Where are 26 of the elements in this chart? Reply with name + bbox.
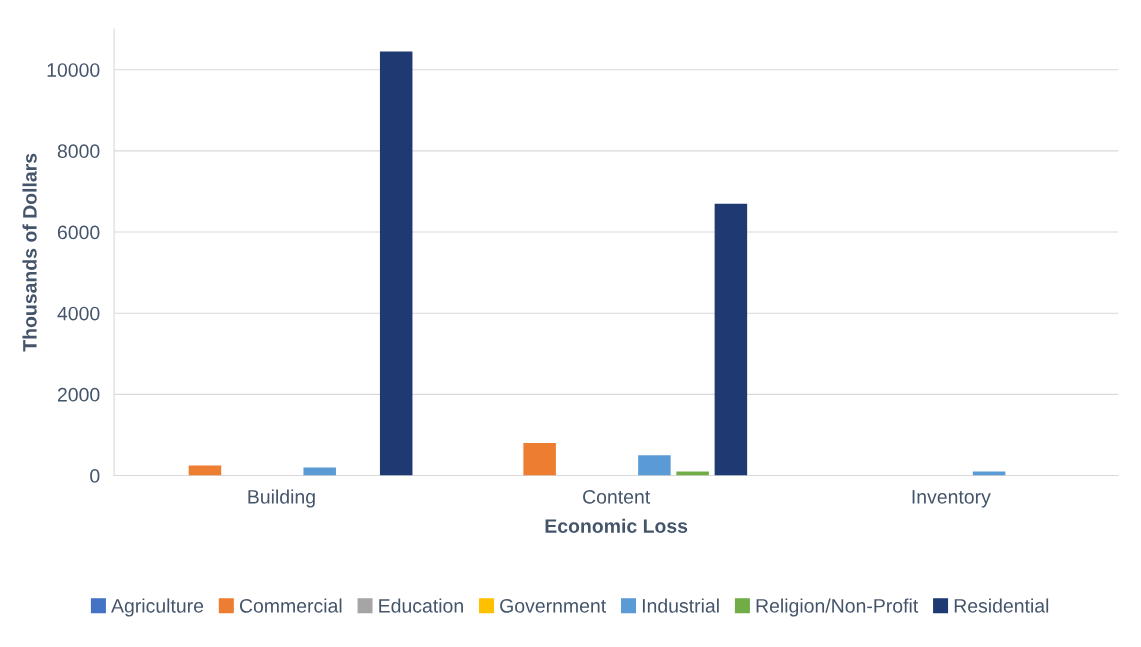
y-tick-label: 4000 xyxy=(57,306,100,321)
bar xyxy=(188,465,222,476)
bar xyxy=(303,467,336,476)
bar xyxy=(638,455,671,476)
bar xyxy=(714,203,748,476)
legend-label: Industrial xyxy=(642,598,719,613)
x-tick-label: Content xyxy=(583,489,651,504)
y-tick-label: 2000 xyxy=(57,387,100,402)
y-axis-title: Thousands of Dollars xyxy=(22,153,37,352)
y-tick-label: 0 xyxy=(90,469,100,483)
y-tick-label: 6000 xyxy=(57,225,100,240)
legend-label: Commercial xyxy=(239,598,342,613)
legend-label: Government xyxy=(500,598,607,613)
bar xyxy=(523,443,556,476)
y-tick-label: 8000 xyxy=(57,144,100,159)
legend-label: Education xyxy=(379,598,463,613)
bar xyxy=(972,471,1006,476)
bar xyxy=(676,471,709,476)
x-tick-label: Building xyxy=(248,489,315,508)
legend-label: Agriculture xyxy=(111,598,204,617)
x-axis-title: Economic Loss xyxy=(545,518,688,533)
legend-label: Religion/Non-Profit xyxy=(756,598,919,617)
legend-label: Residential xyxy=(954,598,1049,613)
x-tick-label: Inventory xyxy=(912,490,991,508)
bar xyxy=(379,51,413,476)
y-tick-label: 10000 xyxy=(47,63,100,77)
